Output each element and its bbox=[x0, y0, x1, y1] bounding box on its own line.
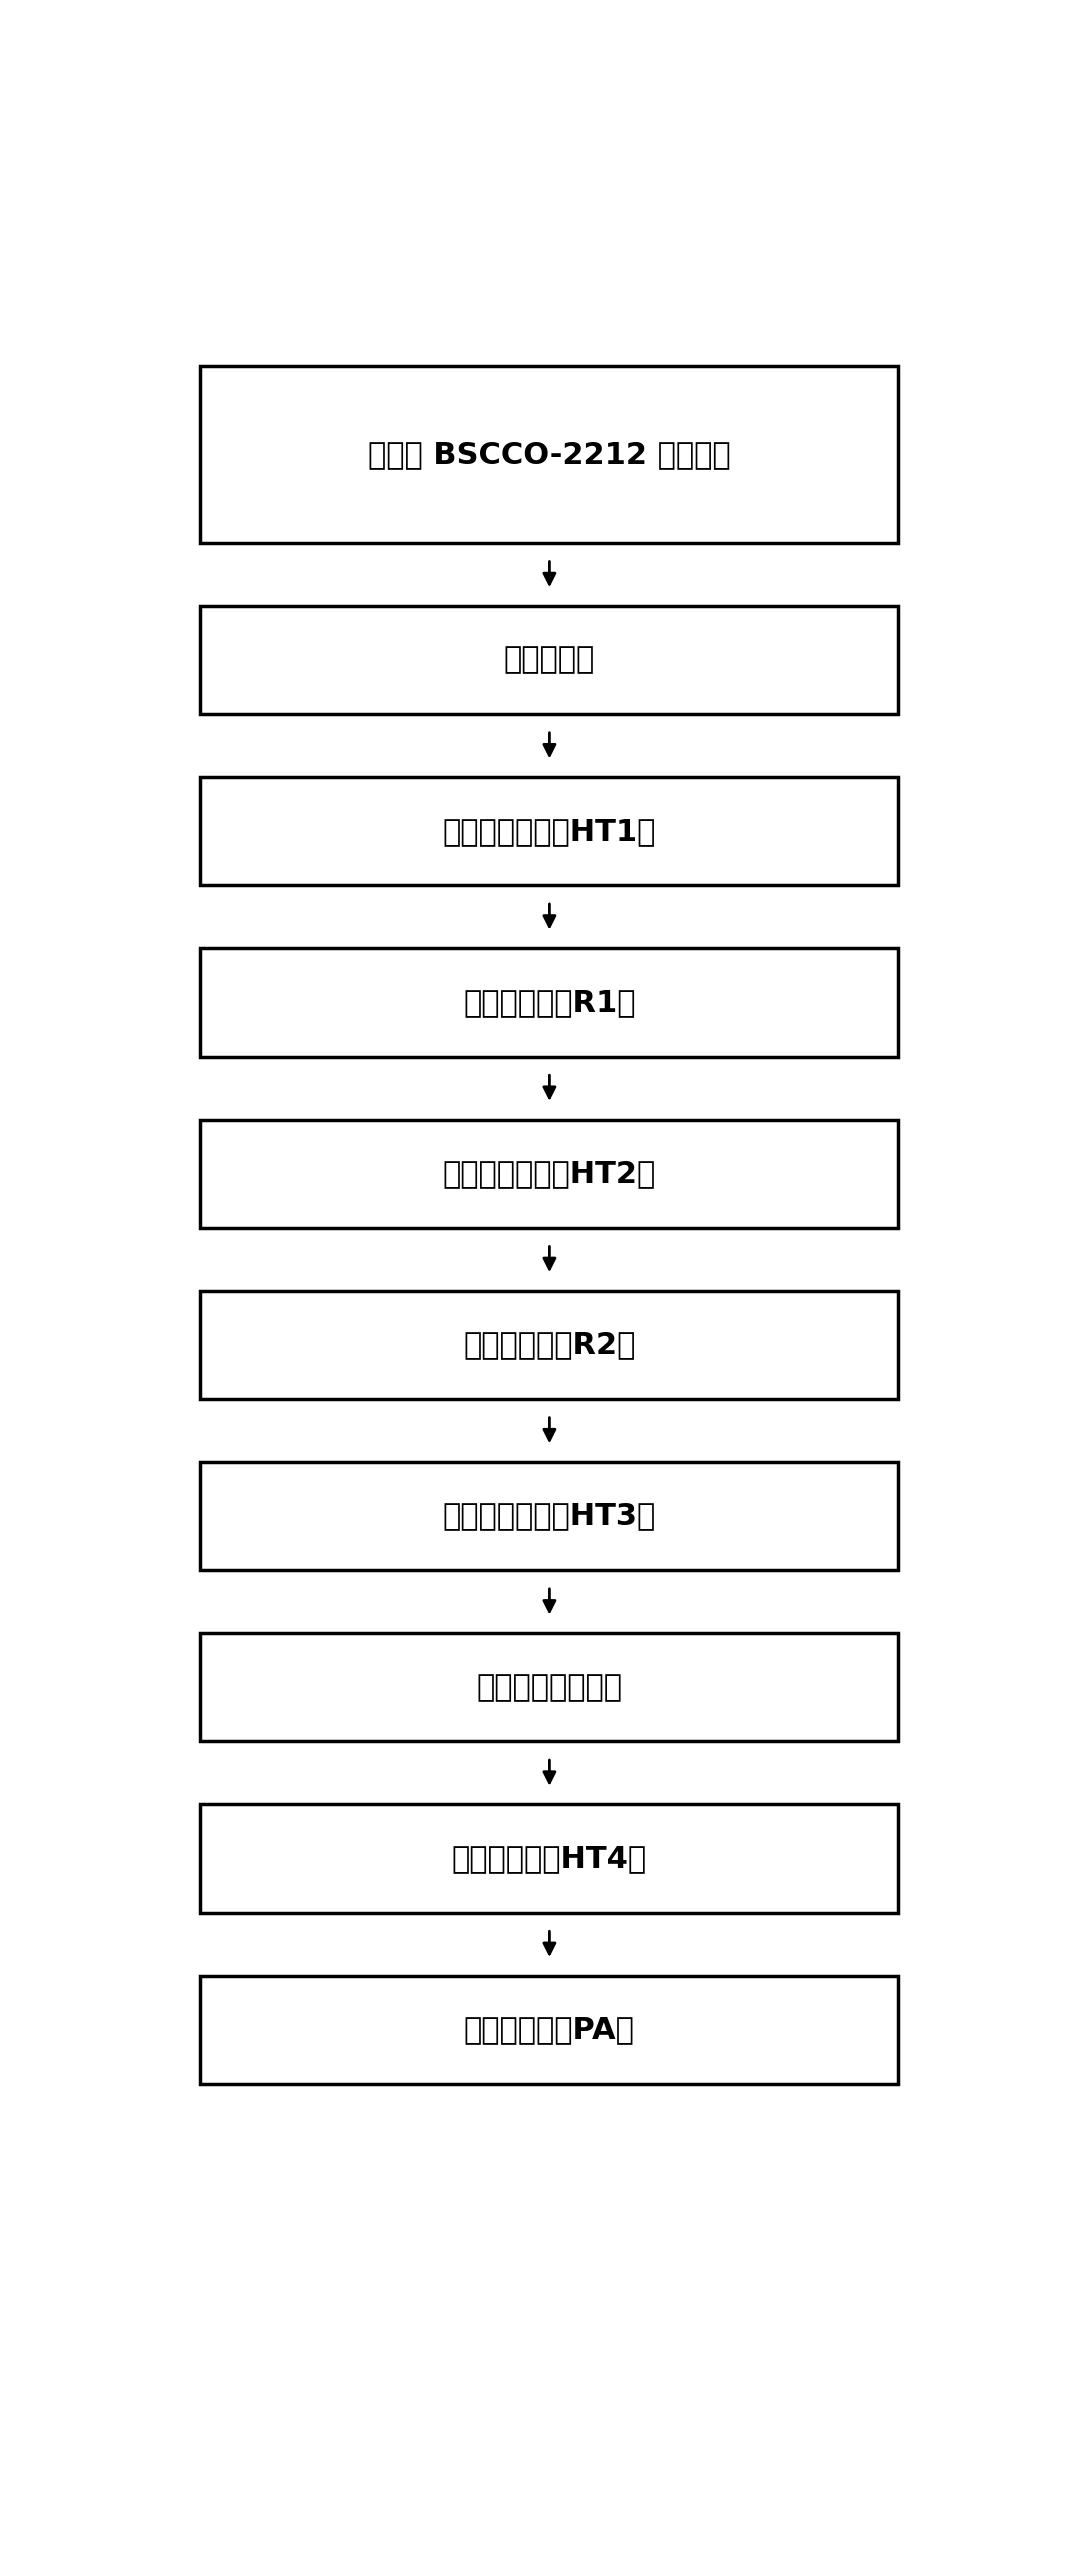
Text: 第二次热处理（HT2）: 第二次热处理（HT2） bbox=[443, 1160, 656, 1189]
Text: 第三次热处理（HT3）: 第三次热处理（HT3） bbox=[443, 1500, 656, 1531]
Text: 第二次轧制（R2）: 第二次轧制（R2） bbox=[463, 1332, 636, 1360]
Bar bbox=[200, 1805, 898, 1912]
Bar bbox=[200, 1462, 898, 1569]
Bar bbox=[200, 1976, 898, 2083]
Text: 装管、拔制: 装管、拔制 bbox=[504, 647, 595, 675]
Bar bbox=[200, 1633, 898, 1741]
Text: 第一次热处理（HT1）: 第一次热处理（HT1） bbox=[443, 818, 656, 846]
Text: 第三次轧制或压制: 第三次轧制或压制 bbox=[476, 1672, 623, 1702]
Text: 第一次轧制（R1）: 第一次轧制（R1） bbox=[463, 989, 636, 1017]
Bar bbox=[200, 606, 898, 713]
Text: 第四热处理（HT4）: 第四热处理（HT4） bbox=[451, 1843, 647, 1874]
Text: 主相为 BSCCO-2212 的前驱粉: 主相为 BSCCO-2212 的前驱粉 bbox=[368, 440, 731, 468]
Bar bbox=[200, 948, 898, 1056]
Bar bbox=[200, 366, 898, 542]
Text: 后退火处理（PA）: 后退火处理（PA） bbox=[464, 2014, 635, 2045]
Bar bbox=[200, 1120, 898, 1227]
Bar bbox=[200, 1291, 898, 1398]
Bar bbox=[200, 777, 898, 884]
